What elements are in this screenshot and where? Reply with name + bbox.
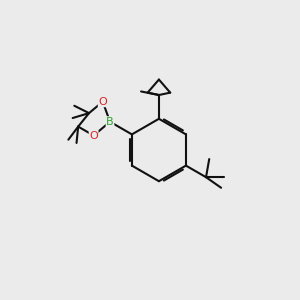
Text: B: B <box>106 117 114 127</box>
Text: O: O <box>89 130 98 140</box>
Text: O: O <box>98 97 107 107</box>
